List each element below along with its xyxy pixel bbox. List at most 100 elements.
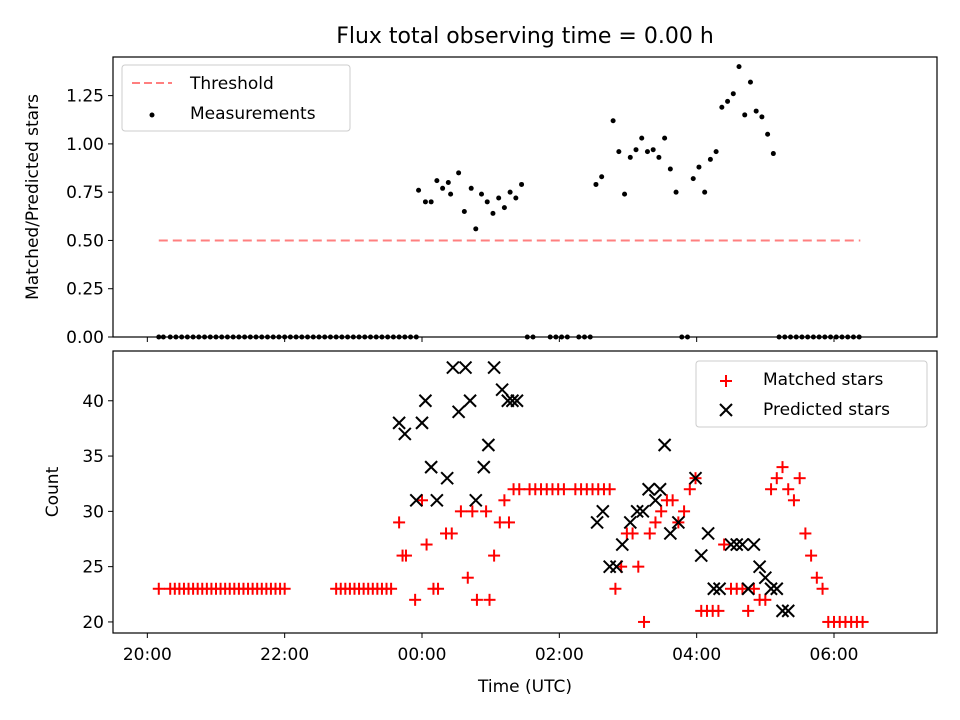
matched-star-point: [445, 527, 458, 540]
count-y-tick-label: 30: [82, 502, 104, 522]
predicted-star-point: [694, 548, 708, 563]
matched-star-point: [488, 549, 501, 562]
ratio-legend-box: [121, 64, 351, 132]
ratio-plot-marks: [156, 64, 862, 340]
measurement-point: [416, 187, 422, 193]
predicted-star-point: [609, 559, 624, 574]
matched-star-point: [816, 582, 829, 595]
matched-star-point: [759, 593, 772, 606]
count-y-tick-label: 20: [82, 613, 104, 633]
measurement-point: [448, 191, 454, 197]
measurement-point: [422, 199, 428, 205]
matched-star-point: [420, 538, 433, 551]
predicted-star-point: [424, 460, 438, 474]
predicted-star-point: [657, 438, 672, 452]
predicted-star-point: [707, 582, 721, 596]
predicted-star-point: [505, 394, 520, 408]
count-plot-frame: [112, 350, 938, 634]
predicted-star-point: [636, 504, 650, 519]
measurement-point: [633, 147, 639, 153]
predicted-star-point: [481, 438, 496, 452]
matched-star-point: [513, 483, 526, 496]
matched-star-point: [643, 527, 656, 540]
ratio-y-tick-label: 0.25: [66, 280, 104, 300]
predicted-star-point: [688, 471, 703, 485]
matched-star-point: [409, 593, 422, 606]
measurement-point: [753, 108, 759, 114]
measurement-point: [456, 170, 462, 176]
chart-title: Flux total observing time = 0.00 h: [336, 24, 714, 49]
predicted-star-point: [648, 493, 663, 508]
measurement-point: [622, 191, 628, 197]
predicted-star-point: [758, 570, 773, 585]
predicted-star-point: [663, 526, 678, 541]
measurement-point: [496, 195, 502, 201]
count-y-axis-label: Count: [43, 466, 63, 517]
count-y-tick-label: 40: [82, 392, 104, 412]
matched-star-point: [683, 483, 696, 496]
ratio-y-tick-label: 1.25: [66, 87, 104, 107]
matched-star-point: [454, 505, 467, 518]
count-plot-marks: [152, 360, 869, 628]
measurement-point: [736, 64, 742, 70]
matched-star-point: [557, 483, 570, 496]
x-tick-label: 02:00: [535, 645, 584, 665]
ratio-y-axis-label: Matched/Predicted stars: [23, 94, 43, 300]
legend-threshold-label: Threshold: [189, 74, 274, 94]
matched-star-point: [461, 571, 474, 584]
measurement-point: [434, 178, 440, 184]
measurement-point: [707, 156, 713, 162]
x-tick-label: 22:00: [260, 645, 309, 665]
measurement-point: [713, 149, 719, 155]
matched-star-point: [480, 505, 493, 518]
measurement-point: [719, 104, 725, 110]
predicted-star-point: [495, 382, 509, 397]
predicted-star-point: [463, 394, 477, 408]
predicted-star-point: [735, 537, 750, 552]
matched-star-point: [466, 505, 479, 518]
predicted-star-point: [712, 582, 727, 596]
predicted-star-point: [487, 360, 501, 375]
matched-star-point: [666, 494, 679, 507]
measurement-point: [468, 185, 474, 191]
predicted-star-point: [623, 515, 637, 530]
matched-star-point: [810, 571, 823, 584]
measurement-point: [673, 189, 679, 195]
predicted-star-point: [730, 537, 744, 552]
measurement-point: [473, 226, 479, 232]
predicted-star-point: [671, 515, 686, 530]
x-tick-label: 04:00: [672, 645, 721, 665]
ratio-plot-frame: [112, 56, 938, 338]
measurement-point: [479, 191, 485, 197]
predicted-star-point: [596, 504, 610, 519]
ratio-y-tick-label: 0.75: [66, 183, 104, 203]
matched-star-point: [765, 483, 778, 496]
measurement-point: [650, 147, 656, 153]
ratio-y-axis: 0.00 0.25 0.50 0.75 1.00 1.25: [66, 87, 113, 348]
matched-star-point: [793, 472, 806, 485]
matched-star-point: [432, 582, 445, 595]
predicted-star-point: [451, 405, 466, 419]
matched-star-point: [502, 516, 515, 529]
matched-star-point: [609, 582, 622, 595]
predicted-star-point: [430, 493, 444, 508]
matched-star-point: [770, 472, 783, 485]
matched-star-point: [712, 604, 725, 617]
predicted-star-point: [510, 394, 524, 408]
measurement-point: [702, 189, 708, 195]
predicted-star-point: [469, 493, 483, 508]
matched-star-point: [649, 516, 662, 529]
measurement-point: [696, 164, 702, 170]
measurement-point: [461, 208, 467, 214]
measurement-point: [662, 135, 668, 141]
matched-star-point: [736, 582, 749, 595]
ratio-panel: 0.00 0.25 0.50 0.75 1.00 1.25 Matched/Predict…: [23, 56, 938, 348]
measurement-point: [501, 205, 507, 211]
matched-star-point: [742, 604, 755, 617]
matched-star-point: [632, 560, 645, 573]
matched-star-point: [603, 483, 616, 496]
predicted-star-point: [615, 537, 629, 552]
predicted-star-point: [398, 427, 412, 441]
matched-star-point: [799, 527, 812, 540]
measurement-point: [490, 210, 496, 216]
